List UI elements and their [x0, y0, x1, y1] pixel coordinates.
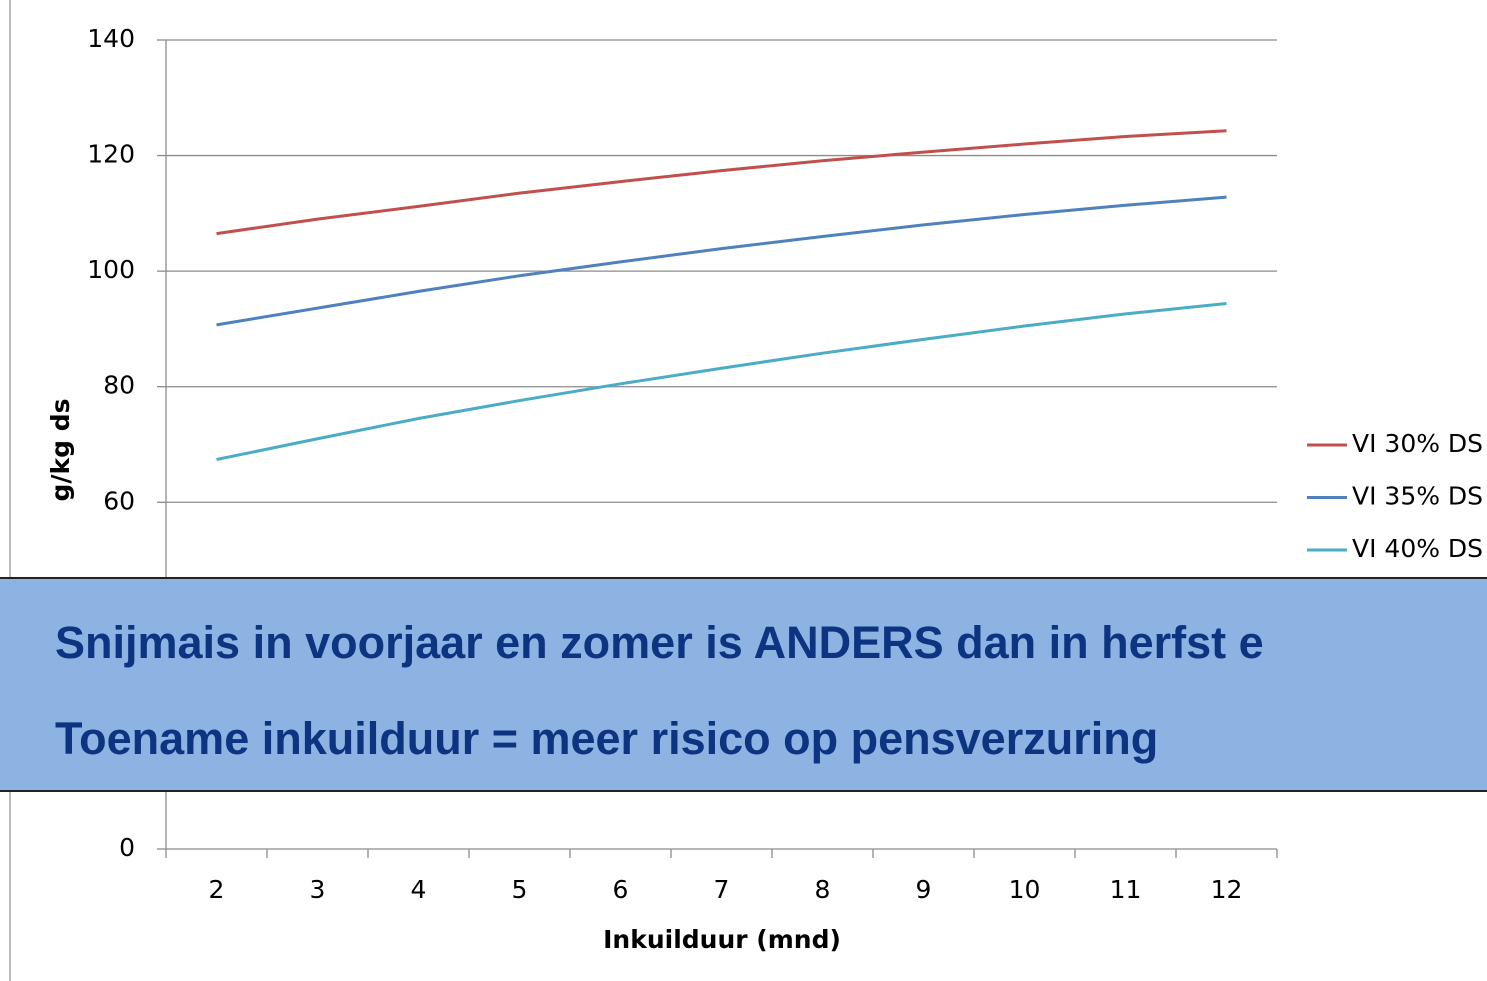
x-tick-label: 5 — [512, 875, 528, 904]
x-tick-label: 9 — [916, 875, 932, 904]
x-tick-label: 4 — [411, 875, 427, 904]
series-line — [216, 195, 1227, 327]
y-axis-label: g/kg ds — [46, 398, 75, 501]
x-tick-label: 10 — [1009, 875, 1041, 904]
banner-line: Snijmais in voorjaar en zomer is ANDERS … — [55, 617, 1264, 668]
y-tick-label: 0 — [119, 833, 135, 862]
x-tick-label: 11 — [1110, 875, 1142, 904]
x-tick-label: 6 — [613, 875, 629, 904]
series-line — [216, 129, 1227, 236]
y-tick-label: 80 — [103, 371, 135, 400]
x-tick-label: 8 — [815, 875, 831, 904]
y-tick-label: 140 — [87, 24, 135, 53]
x-tick-label: 3 — [310, 875, 326, 904]
y-tick-label: 100 — [87, 255, 135, 284]
y-tick-label: 60 — [103, 486, 135, 515]
y-tick-label: 120 — [87, 140, 135, 169]
legend-label: VI 35% DS — [1352, 482, 1483, 511]
series-line — [216, 302, 1227, 461]
x-tick-label: 7 — [714, 875, 730, 904]
banner-line: Toename inkuilduur = meer risico op pens… — [55, 713, 1159, 764]
legend-label: VI 40% DS — [1352, 534, 1483, 563]
banner: Snijmais in voorjaar en zomer is ANDERS … — [0, 577, 1487, 792]
x-tick-label: 2 — [209, 875, 225, 904]
x-axis-label: Inkuilduur (mnd) — [603, 925, 841, 954]
legend-label: VI 30% DS — [1352, 429, 1483, 458]
x-tick-label: 12 — [1211, 875, 1243, 904]
